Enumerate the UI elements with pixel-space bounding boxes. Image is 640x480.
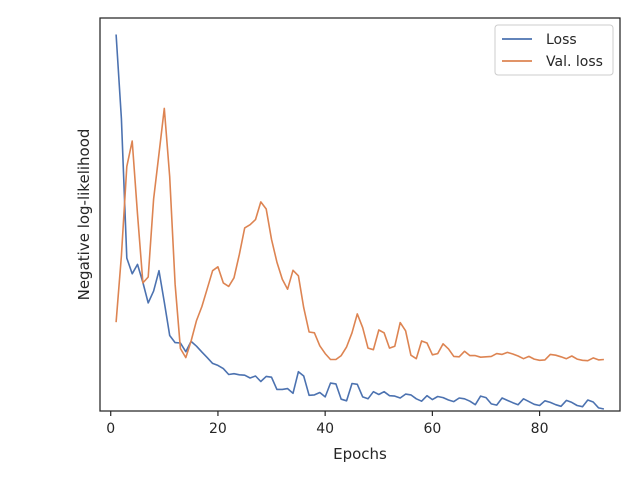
legend-box <box>494 24 614 76</box>
legend: Loss Val. loss <box>494 24 614 76</box>
y-axis-label: Negative log-likelihood <box>75 129 93 301</box>
plot-lines <box>115 34 605 410</box>
x-tick-label: 40 <box>316 421 334 437</box>
legend-label-loss: Loss <box>546 32 577 48</box>
x-tick-label: 80 <box>531 421 549 437</box>
series-line-loss <box>115 34 605 410</box>
series-line-val-loss <box>115 107 604 362</box>
x-tick-label: 0 <box>106 421 115 437</box>
legend-label-val-loss: Val. loss <box>546 54 603 70</box>
plot-frame <box>99 17 621 412</box>
x-axis-label: Epochs <box>333 445 387 463</box>
x-tick-label: 20 <box>209 421 227 437</box>
x-tick-label: 60 <box>423 421 441 437</box>
x-axis-ticks: 0 20 40 60 80 <box>106 411 549 437</box>
